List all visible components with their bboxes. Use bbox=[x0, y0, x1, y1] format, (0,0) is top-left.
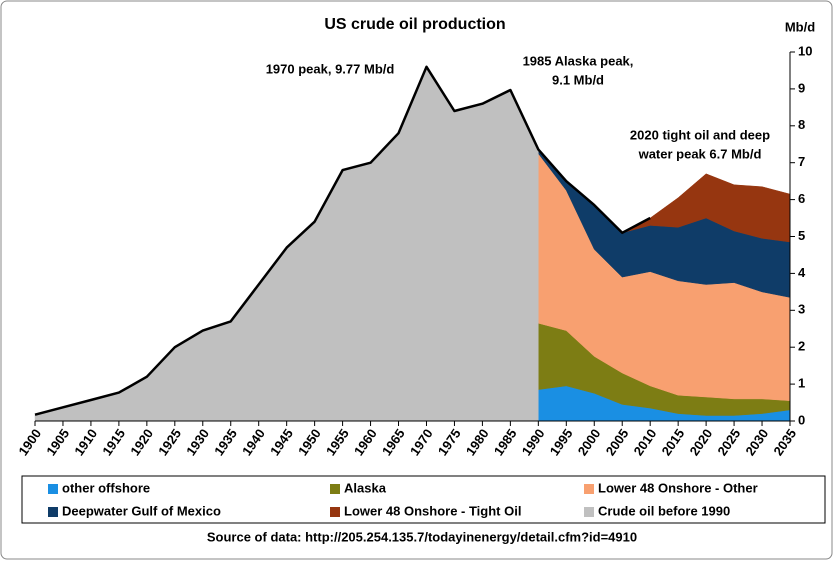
legend-box bbox=[21, 475, 826, 524]
chart-title: US crude oil production bbox=[324, 16, 505, 33]
y-tick-label: 0 bbox=[798, 412, 805, 427]
y-tick-label: 3 bbox=[798, 302, 805, 317]
y-axis-label: Mb/d bbox=[785, 19, 815, 34]
y-tick-label: 10 bbox=[798, 43, 812, 58]
legend-swatch bbox=[48, 484, 58, 494]
legend-swatch bbox=[584, 484, 594, 494]
legend-label: Crude oil before 1990 bbox=[598, 503, 730, 518]
legend-label: other offshore bbox=[62, 480, 150, 495]
y-tick-label: 2 bbox=[798, 339, 805, 354]
legend-swatch bbox=[330, 484, 340, 494]
y-tick-label: 5 bbox=[798, 228, 805, 243]
legend-label: Lower 48 Onshore - Other bbox=[598, 480, 758, 495]
annotation: water peak 6.7 Mb/d bbox=[638, 146, 762, 161]
total-line bbox=[34, 65, 651, 416]
annotation: 2020 tight oil and deep bbox=[630, 127, 770, 142]
y-tick-label: 1 bbox=[798, 376, 805, 391]
y-tick-label: 6 bbox=[798, 191, 805, 206]
legend-swatch bbox=[48, 507, 58, 517]
legend-label: Lower 48 Onshore - Tight Oil bbox=[344, 503, 521, 518]
legend-label: Alaska bbox=[344, 480, 387, 495]
legend-swatch bbox=[584, 507, 594, 517]
y-tick-label: 7 bbox=[798, 154, 805, 169]
annotation: 9.1 Mb/d bbox=[552, 72, 604, 87]
legend-swatch bbox=[330, 507, 340, 517]
annotation: 1970 peak, 9.77 Mb/d bbox=[266, 61, 395, 76]
y-tick-label: 8 bbox=[798, 117, 805, 132]
annotation: 1985 Alaska peak, bbox=[523, 53, 634, 68]
legend-label: Deepwater Gulf of Mexico bbox=[62, 503, 221, 518]
y-tick-label: 4 bbox=[798, 265, 806, 280]
y-tick-label: 9 bbox=[798, 80, 805, 95]
source-note: Source of data: http://205.254.135.7/tod… bbox=[207, 529, 637, 544]
